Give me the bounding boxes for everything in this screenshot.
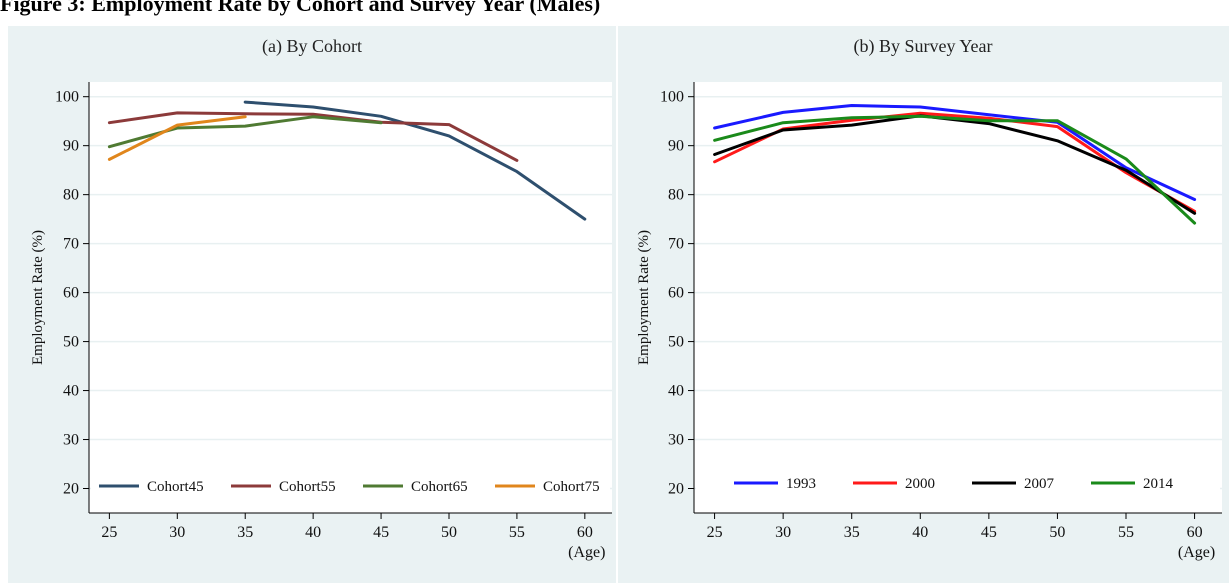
- legend-label-2000: 2000: [905, 476, 935, 492]
- series-line-cohort45: [243, 100, 587, 221]
- y-tick-label: 80: [668, 187, 684, 204]
- x-tick-label: 25: [707, 524, 723, 541]
- panel-by-cohort: (a) By Cohort 20 30 40 50 60 70 80 90 100 25 30 35 40…: [8, 26, 616, 583]
- y-tick-label: 70: [63, 236, 79, 253]
- y-tick-label: 60: [668, 285, 684, 302]
- chart-by-cohort: (a) By Cohort 20 30 40 50 60 70 80 90 100 25 30 35 40…: [30, 36, 612, 561]
- y-tick-label: 20: [668, 481, 684, 498]
- x-tick-label: 50: [441, 524, 457, 541]
- y-tick-label: 80: [63, 187, 79, 204]
- legend-label-cohort75: Cohort75: [543, 479, 600, 495]
- x-tick-label: 55: [1118, 524, 1134, 541]
- series-line-cohort65: [107, 115, 383, 149]
- x-axis-label: (Age): [568, 544, 605, 561]
- y-tick-label: 90: [668, 138, 684, 155]
- legend-label-2014: 2014: [1143, 476, 1174, 492]
- y-axis-label: Employment Rate (%): [30, 230, 46, 365]
- y-tick-label: 30: [63, 432, 79, 449]
- y-axis-label: Employment Rate (%): [636, 230, 652, 365]
- x-tick-label: 35: [237, 524, 253, 541]
- x-tick-label: 60: [577, 524, 593, 541]
- x-axis-label: (Age): [1178, 544, 1215, 561]
- y-tick-label: 70: [668, 236, 684, 253]
- x-tick-label: 55: [509, 524, 525, 541]
- y-tick-label: 50: [63, 334, 79, 351]
- x-tick-label: 45: [373, 524, 389, 541]
- series-line-1993: [713, 104, 1197, 201]
- legend-label-cohort55: Cohort55: [279, 479, 336, 495]
- series-line-cohort55: [107, 111, 519, 162]
- legend-label-1993: 1993: [786, 476, 816, 492]
- series-line-2014: [713, 114, 1197, 225]
- y-tick-label: 40: [63, 383, 79, 400]
- plot-area: [89, 82, 612, 513]
- y-tick-label: 90: [63, 138, 79, 155]
- x-tick-label: 40: [305, 524, 321, 541]
- y-tick-label: 60: [63, 285, 79, 302]
- plot-area: [694, 82, 1222, 513]
- y-tick-label: 100: [660, 89, 684, 106]
- panel-by-survey-year: (b) By Survey Year 20 30 40 50 60 70 80 90 100 25 3…: [618, 26, 1229, 583]
- y-tick-label: 30: [668, 432, 684, 449]
- x-tick-label: 50: [1049, 524, 1065, 541]
- chart-by-survey-year: (b) By Survey Year 20 30 40 50 60 70 80 90 100 25 3…: [636, 36, 1222, 561]
- x-tick-label: 25: [101, 524, 117, 541]
- chart-title: (a) By Cohort: [262, 36, 362, 57]
- x-tick-label: 40: [912, 524, 928, 541]
- y-tick-label: 20: [63, 481, 79, 498]
- series-line-cohort75: [107, 115, 247, 161]
- legend-label-2007: 2007: [1024, 476, 1055, 492]
- x-tick-label: 35: [844, 524, 860, 541]
- figure-title: Figure 3: Employment Rate by Cohort and …: [0, 0, 601, 16]
- legend-label-cohort65: Cohort65: [411, 479, 468, 495]
- x-tick-label: 30: [775, 524, 791, 541]
- y-tick-label: 100: [55, 89, 79, 106]
- x-tick-label: 30: [169, 524, 185, 541]
- y-tick-label: 50: [668, 334, 684, 351]
- y-tick-label: 40: [668, 383, 684, 400]
- legend-label-cohort45: Cohort45: [147, 479, 204, 495]
- x-tick-label: 45: [981, 524, 997, 541]
- x-tick-label: 60: [1187, 524, 1203, 541]
- chart-title: (b) By Survey Year: [854, 36, 993, 57]
